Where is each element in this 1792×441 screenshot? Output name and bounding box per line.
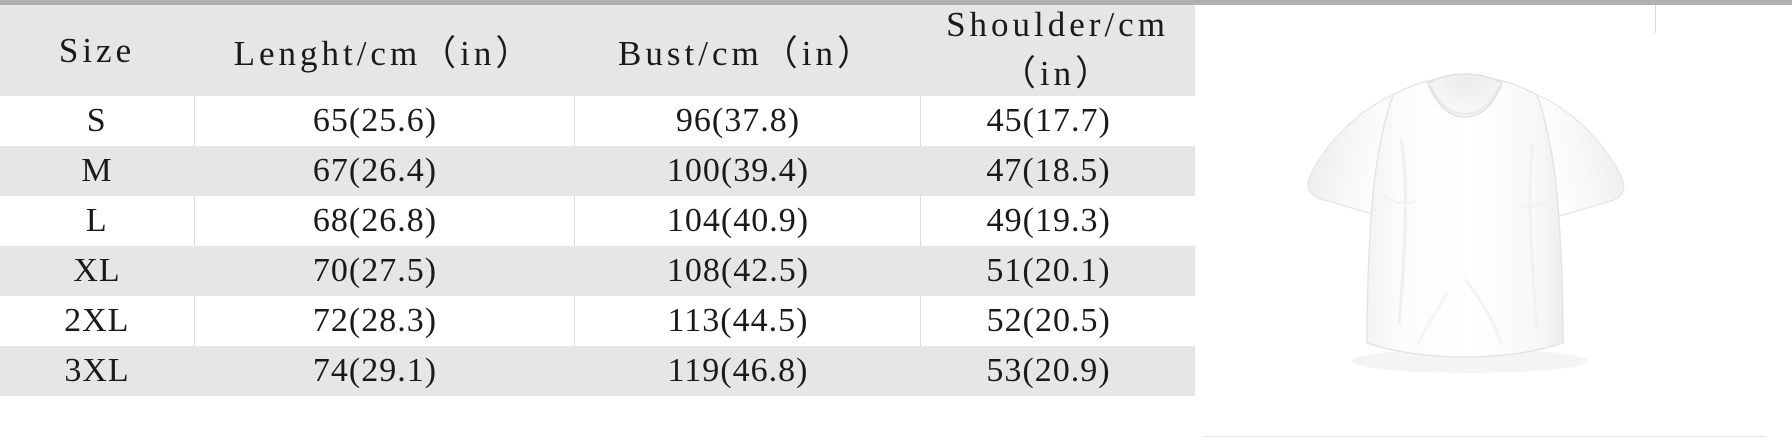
- cell-bust: 104(40.9): [573, 196, 920, 246]
- cell-length: 74(29.1): [312, 352, 438, 389]
- cell-size: S: [86, 102, 107, 139]
- cell-size: XL: [73, 252, 121, 289]
- cell-length: 68(26.8): [193, 196, 574, 246]
- cell-bust: 96(37.8): [573, 96, 920, 146]
- header-row: Size Lenght/cm（in） Bust/cm（in） Shoulder/…: [0, 5, 1195, 96]
- table-header: Size Lenght/cm（in） Bust/cm（in） Shoulder/…: [0, 5, 1195, 96]
- cell-bust: 108(42.5): [666, 252, 810, 289]
- size-chart-table: Size Lenght/cm（in） Bust/cm（in） Shoulder/…: [0, 5, 1195, 396]
- cell-size: M: [81, 152, 113, 189]
- table-row: 3XL 74(29.1) 119(46.8) 53(20.9): [0, 346, 1195, 396]
- column-header-length: Lenght/cm（in）: [233, 34, 535, 73]
- tshirt-image: [1265, 43, 1665, 403]
- cell-bust: 113(44.5): [573, 296, 920, 346]
- table-row: L 68(26.8) 104(40.9) 49(19.3): [0, 196, 1195, 246]
- table-row: XL 70(27.5) 108(42.5) 51(20.1): [0, 246, 1195, 296]
- panel-divider: [1655, 5, 1656, 33]
- cell-size: L: [85, 202, 108, 239]
- table-body: S 65(25.6) 96(37.8) 45(17.7) M 67(26.4) …: [0, 96, 1195, 396]
- table-row: 2XL 72(28.3) 113(44.5) 52(20.5): [0, 296, 1195, 346]
- size-chart-table-container: Size Lenght/cm（in） Bust/cm（in） Shoulder/…: [0, 5, 1195, 441]
- cell-shoulder: 49(19.3): [919, 196, 1195, 246]
- cell-shoulder: 45(17.7): [919, 96, 1195, 146]
- column-header-shoulder: Shoulder/cm（in）: [946, 5, 1169, 93]
- cell-shoulder: 52(20.5): [919, 296, 1195, 346]
- cell-length: 67(26.4): [312, 152, 438, 189]
- column-header-bust: Bust/cm（in）: [618, 34, 876, 73]
- column-header-size: Size: [58, 30, 136, 70]
- panel-bottom-rule: [1205, 436, 1765, 437]
- tshirt-icon: [1307, 73, 1625, 373]
- top-divider-strip: [0, 0, 1792, 5]
- cell-size: 2XL: [64, 302, 130, 339]
- table-row: M 67(26.4) 100(39.4) 47(18.5): [0, 146, 1195, 196]
- cell-length: 72(28.3): [193, 296, 574, 346]
- cell-shoulder: 51(20.1): [986, 252, 1111, 289]
- cell-shoulder: 47(18.5): [986, 152, 1111, 189]
- cell-length: 65(25.6): [193, 96, 574, 146]
- cell-size: 3XL: [64, 352, 130, 389]
- cell-shoulder: 53(20.9): [986, 352, 1111, 389]
- cell-bust: 100(39.4): [666, 152, 810, 189]
- product-image-panel: [1195, 5, 1792, 441]
- cell-bust: 119(46.8): [667, 352, 809, 389]
- cell-length: 70(27.5): [312, 252, 438, 289]
- table-row: S 65(25.6) 96(37.8) 45(17.7): [0, 96, 1195, 146]
